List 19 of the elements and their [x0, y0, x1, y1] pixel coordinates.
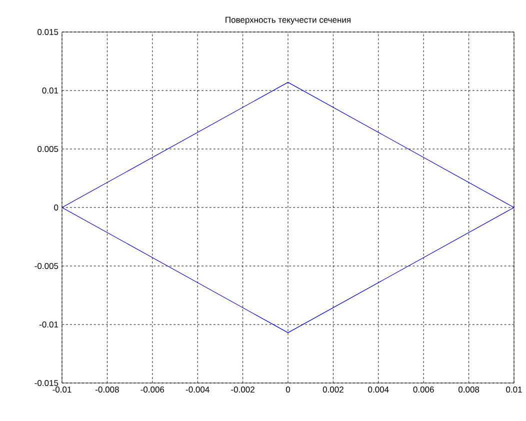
- y-tick-label: -0.01: [39, 321, 58, 328]
- y-tick-label: 0.015: [38, 28, 58, 36]
- y-tick-label: -0.015: [34, 380, 58, 386]
- x-tick-label: -0.004: [186, 386, 210, 393]
- x-tick-label: 0.006: [413, 386, 434, 393]
- x-tick-label: 0.002: [322, 386, 344, 393]
- y-tick-label: 0: [54, 204, 58, 211]
- x-tick-label: 0.01: [506, 386, 522, 393]
- y-tick-label: -0.005: [34, 262, 58, 270]
- x-tick-label: 0: [286, 386, 290, 393]
- x-tick-label: -0.002: [231, 386, 254, 393]
- chart-title: Поверхность текучести сечения: [226, 16, 350, 25]
- y-tick-label: 0.01: [42, 87, 58, 94]
- x-tick-label: 0.004: [368, 386, 389, 393]
- x-tick-label: -0.006: [140, 386, 164, 393]
- y-tick-label: 0.005: [38, 146, 58, 152]
- x-tick-label: 0.008: [458, 386, 480, 393]
- x-tick-label: -0.01: [52, 386, 72, 393]
- x-tick-label: -0.008: [96, 386, 119, 393]
